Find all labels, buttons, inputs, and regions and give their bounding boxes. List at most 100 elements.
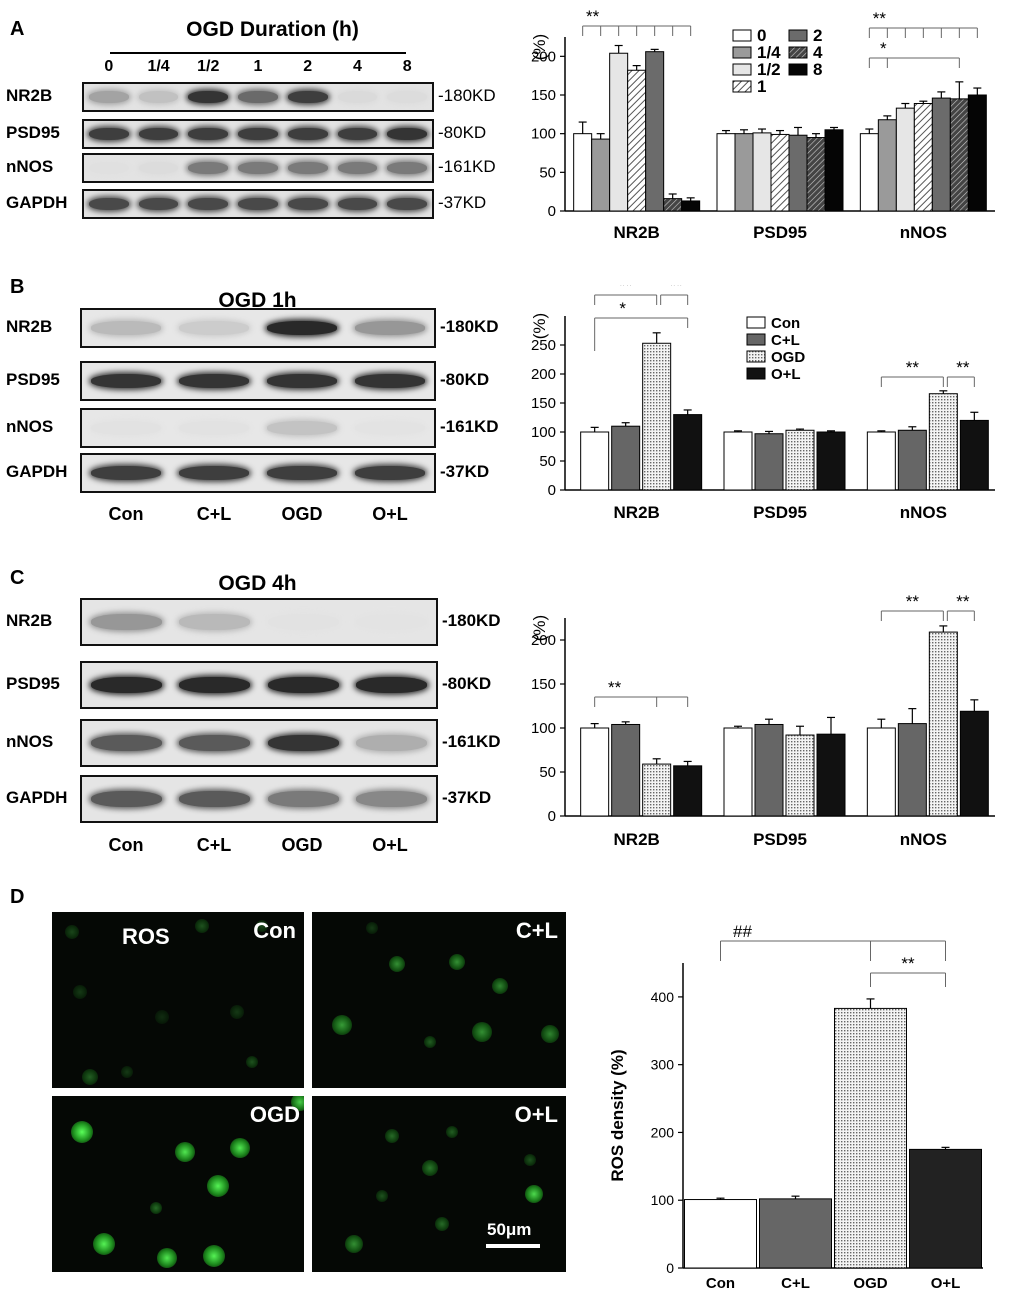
lane-header-2: 2 [303, 58, 313, 75]
bar [785, 734, 815, 817]
band [387, 198, 428, 210]
kd-label-psd95: -80KD [440, 370, 490, 389]
band [88, 162, 129, 174]
bar [959, 710, 989, 817]
bar [734, 133, 754, 212]
legend-swatch [788, 63, 808, 76]
y-tick-label: 0 [548, 808, 556, 825]
y-tick-label: 100 [651, 1192, 675, 1208]
y-tick-label: 50 [539, 164, 556, 181]
fluorescent-cell [157, 1248, 177, 1268]
band [267, 791, 339, 807]
bar [770, 133, 790, 212]
band [354, 466, 426, 480]
legend-swatch [746, 316, 766, 329]
blot-strip-psd95 [82, 119, 434, 149]
sig-marker: ** [956, 358, 970, 377]
band [356, 614, 428, 630]
y-tick-label: 150 [531, 676, 556, 693]
blot-strip-nr2b [82, 82, 434, 112]
y-tick-label: 200 [531, 366, 556, 383]
band [337, 91, 378, 103]
band [287, 91, 328, 103]
band [287, 162, 328, 174]
bar [673, 765, 703, 817]
sig-marker: ** [608, 678, 622, 697]
band [354, 321, 426, 335]
y-tick-label: 0 [666, 1260, 674, 1276]
band [90, 466, 162, 480]
y-tick-label: 150 [531, 395, 556, 412]
blot-row-label-nr2b: NR2B [6, 317, 53, 336]
band [178, 374, 250, 388]
bar [611, 425, 641, 491]
band [267, 735, 339, 751]
blot-strip-nnos [80, 408, 436, 448]
y-axis-label: (%) [530, 615, 549, 641]
bar [754, 433, 784, 491]
category-label: PSD95 [753, 503, 807, 522]
fluorescent-cell [207, 1175, 229, 1197]
category-label: NR2B [614, 223, 660, 242]
band [188, 128, 229, 140]
bar [895, 107, 915, 212]
fluorescent-cell [524, 1154, 536, 1166]
band [88, 91, 129, 103]
scale-bar-label: 50μm [487, 1220, 532, 1239]
bar [723, 431, 753, 491]
bar [897, 723, 927, 817]
lane-header-0: 0 [104, 58, 114, 75]
panel-b-title: OGD 1h [218, 289, 297, 312]
bar [816, 733, 846, 817]
blot-row-label-gapdh: GAPDH [6, 788, 68, 807]
band [387, 128, 428, 140]
fluorescence-image-con: ROS Con [52, 912, 304, 1088]
legend-label: 1/2 [757, 60, 781, 79]
band [88, 128, 129, 140]
bar [681, 200, 701, 212]
bar [788, 134, 808, 212]
fluorescent-cell [65, 925, 79, 939]
kd-label-nr2b: -180KD [438, 86, 496, 105]
bar [824, 129, 844, 212]
legend-label: 2 [813, 26, 822, 45]
fluorescent-cell [385, 1129, 399, 1143]
bar [785, 429, 815, 491]
bar [642, 763, 672, 817]
bar [642, 342, 672, 491]
blot-strip-nr2b [80, 598, 438, 646]
band [354, 374, 426, 388]
legend-label: O+L [771, 366, 801, 383]
y-tick-label: 150 [531, 87, 556, 104]
bar [752, 132, 772, 212]
kd-label-gapdh: -37KD [440, 462, 490, 481]
sig-marker: ## [733, 925, 752, 941]
sig-marker: ** [619, 285, 633, 295]
fluorescence-image-o-l: O+L 50μm [312, 1096, 566, 1272]
fluorescent-cell [291, 1096, 304, 1111]
chart-d: 0 100 200 300 400 ROS density (%) Con C+L OGD O+L… [608, 925, 983, 1292]
blot-row-label-gapdh: GAPDH [6, 462, 68, 481]
band [179, 791, 251, 807]
fluorescent-cell [435, 1217, 449, 1231]
blot-strip-gapdh [80, 775, 438, 823]
band [179, 677, 251, 693]
kd-label-nnos: -161KD [438, 157, 496, 176]
legend-swatch [732, 29, 752, 42]
band [88, 198, 129, 210]
band [387, 162, 428, 174]
group-label-c-l: C+L [196, 504, 232, 524]
chart-c: 0 50 100 150 200(%) NR2B PSD95 nNOS ** ** ** [530, 592, 995, 849]
bar [759, 1198, 832, 1269]
fluorescent-cell [376, 1190, 388, 1202]
fluorescent-cell [366, 922, 378, 934]
fluorescence-image-c-l: C+L [312, 912, 566, 1088]
group-label-con: Con [108, 835, 144, 855]
fluorescent-cell [446, 1126, 458, 1138]
sig-marker: ** [670, 285, 684, 295]
fluorescent-cell [71, 1121, 93, 1143]
y-axis-label: (%) [530, 313, 549, 339]
group-label-o-l: O+L [372, 835, 408, 855]
band [188, 162, 229, 174]
